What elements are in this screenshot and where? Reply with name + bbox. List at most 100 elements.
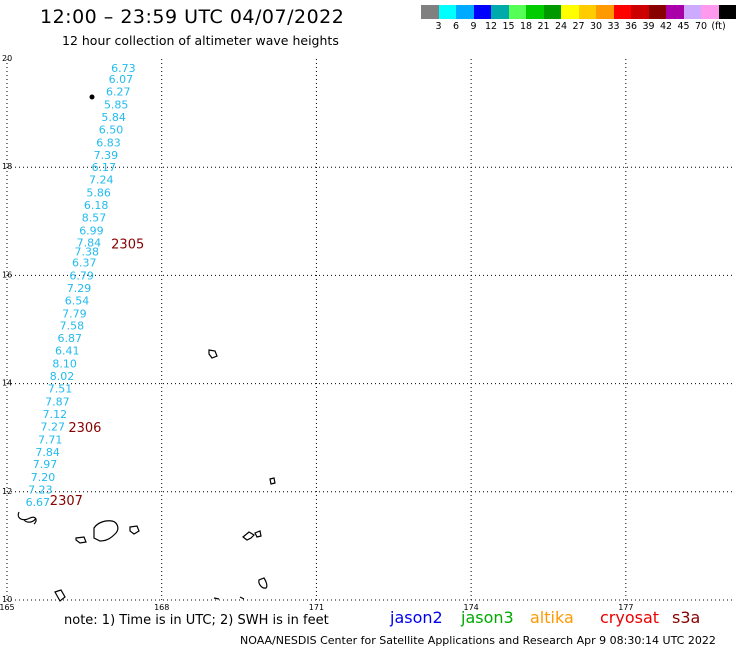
lat-tick-label: 18 [2, 162, 12, 171]
satellite-legend-jason3: jason3 [461, 608, 514, 627]
color-scale-label: 45 [677, 21, 690, 32]
lat-tick-label: 16 [2, 270, 12, 279]
color-scale-swatch [683, 5, 701, 19]
wave-height-value: 7.20 [31, 471, 55, 484]
wave-height-value: 7.97 [33, 458, 58, 471]
page-subtitle: 12 hour collection of altimeter wave hei… [62, 33, 339, 48]
island-outline [269, 477, 276, 485]
wave-height-value: 6.07 [109, 73, 133, 86]
color-scale-swatch [421, 5, 439, 19]
island-dot [89, 94, 95, 100]
lat-tick-label: 12 [2, 487, 12, 496]
wave-height-value: 7.84 [35, 446, 60, 459]
color-scale-label: 9 [470, 21, 477, 32]
color-scale-swatch [473, 5, 491, 19]
footer-credit: NOAA/NESDIS Center for Satellite Applica… [240, 634, 716, 647]
color-scale-swatch [543, 5, 561, 19]
wave-height-value: 6.99 [79, 224, 104, 237]
track-number-labels: 2305 2306 2307 [50, 238, 144, 509]
wave-height-value: 7.87 [45, 395, 70, 408]
island-outline [258, 577, 268, 589]
wave-height-labels: 6.736.076.275.855.846.506.837.396.177.24… [26, 62, 136, 509]
wave-height-value: 7.29 [67, 282, 92, 295]
island-outline [93, 520, 119, 542]
page-title: 12:00 – 23:59 UTC 04/07/2022 [40, 6, 345, 28]
wave-height-value: 7.58 [60, 320, 84, 333]
color-scale-label: (ft) [711, 21, 726, 32]
island-outline [54, 589, 66, 602]
color-scale-swatch [718, 5, 736, 19]
color-scale: 3 6 9 12 15 18 21 24 27 30 33 36 39 42 45 70 (ft) [421, 5, 736, 32]
track-number: 2305 [111, 238, 144, 253]
wave-height-value: 8.02 [50, 370, 75, 383]
wave-height-value: 5.86 [86, 187, 111, 200]
wave-height-value: 7.38 [75, 246, 100, 259]
color-scale-label: 15 [502, 21, 515, 32]
island-outline [213, 596, 245, 600]
island-outline [75, 536, 87, 544]
island-outline [17, 511, 37, 525]
island-outline [208, 349, 218, 359]
lon-tick-label: 171 [309, 603, 324, 612]
color-scale-swatch [631, 5, 649, 19]
color-scale-swatch [526, 5, 544, 19]
wave-height-value: 7.27 [41, 420, 66, 433]
color-scale-label: 70 [694, 21, 708, 32]
wave-height-value: 6.54 [65, 294, 90, 307]
color-scale-label: 27 [572, 21, 585, 32]
wave-height-value: 8.10 [52, 358, 77, 371]
wave-height-value: 6.67 [26, 496, 51, 509]
wave-height-value: 6.27 [106, 85, 131, 98]
satellite-legend-cryosat: cryosat [600, 608, 660, 627]
wave-height-value: 8.57 [82, 212, 107, 225]
color-scale-swatch [613, 5, 631, 19]
lat-tick-label: 20 [2, 54, 12, 63]
island-outline [242, 531, 255, 541]
lon-tick-label: 174 [463, 603, 478, 612]
color-scale-label: 6 [452, 21, 460, 32]
color-scale-swatch [701, 5, 719, 19]
land-outlines [17, 349, 276, 602]
color-scale-swatch [596, 5, 614, 19]
color-scale-label: 33 [607, 21, 620, 32]
island-outline [129, 525, 140, 535]
color-scale-label: 12 [484, 21, 498, 32]
color-scale-label: 3 [435, 21, 442, 32]
color-scale-label: 21 [537, 21, 550, 32]
color-scale-label: 42 [659, 21, 673, 32]
wave-height-value: 6.41 [55, 345, 80, 358]
wave-height-value: 6.17 [92, 161, 117, 174]
wave-height-value: 6.73 [111, 62, 136, 75]
color-scale-swatch [508, 5, 526, 19]
wave-height-value: 6.87 [58, 332, 83, 345]
lon-tick-label: 168 [154, 603, 169, 612]
wave-height-value: 6.83 [96, 136, 121, 149]
wave-height-value: 7.71 [38, 433, 63, 446]
color-scale-label: 36 [624, 21, 638, 32]
track-number: 2306 [68, 421, 101, 436]
color-scale-label: 18 [519, 21, 533, 32]
wave-height-value: 7.24 [89, 174, 114, 187]
color-scale-swatch [456, 5, 474, 19]
color-scale-swatch [491, 5, 509, 19]
color-scale-labels: 3 6 9 12 15 18 21 24 27 30 33 36 39 42 45 70 (ft) [421, 21, 740, 35]
satellite-legend-jason2: jason2 [390, 608, 443, 627]
color-scale-swatch [561, 5, 579, 19]
wave-height-value: 7.12 [43, 408, 67, 421]
satellite-legend-altika: altika [530, 608, 574, 627]
color-scale-boxes [421, 5, 736, 19]
lat-tick-label: 14 [2, 379, 12, 388]
wave-height-value: 7.79 [62, 307, 87, 320]
lat-tick-label: 10 [2, 595, 12, 604]
map-grid: 165 168 171 174 177 20 18 16 14 12 10 [0, 54, 732, 612]
wave-height-value: 7.23 [28, 484, 53, 497]
color-scale-swatch [648, 5, 666, 19]
lon-tick-label: 177 [618, 603, 633, 612]
wave-height-value: 6.37 [72, 256, 97, 269]
color-scale-label: 39 [642, 21, 655, 32]
wave-height-value: 7.84 [77, 236, 102, 249]
wave-height-value: 5.85 [104, 98, 129, 111]
note-text: note: 1) Time is in UTC; 2) SWH is in fe… [64, 613, 329, 628]
wave-height-value: 7.51 [48, 382, 72, 395]
